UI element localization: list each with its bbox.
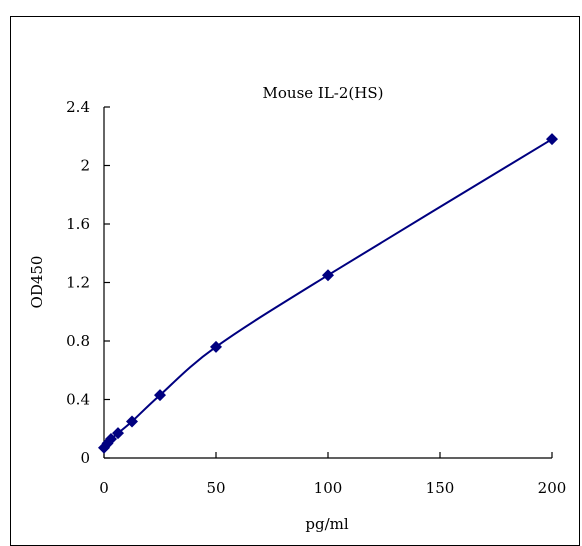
y-tick-label: 1.2 [66, 274, 90, 292]
y-tick-label: 1.6 [66, 215, 90, 233]
data-point-marker [322, 269, 334, 282]
data-point-marker [546, 133, 558, 146]
y-tick-label: 0 [80, 449, 90, 467]
data-point-marker [126, 415, 138, 428]
x-tick-label: 100 [314, 479, 343, 497]
x-axis-label: pg/ml [305, 515, 348, 533]
y-tick-label: 2.4 [66, 98, 90, 116]
data-point-marker [112, 427, 124, 440]
x-tick-label: 50 [206, 479, 225, 497]
y-tick-label: 0.4 [66, 391, 90, 409]
y-axis-label: OD450 [28, 256, 46, 309]
data-point-marker [210, 340, 222, 353]
data-point-marker [154, 389, 166, 402]
series-line [103, 138, 553, 449]
axis-ticks: 0 0.4 0.8 1.2 1.6 2 2.4 0 50 100 150 200 [66, 98, 566, 497]
x-tick-label: 150 [426, 479, 455, 497]
chart-title: Mouse IL-2(HS) [263, 84, 384, 102]
x-tick-label: 0 [99, 479, 109, 497]
y-tick-label: 2 [80, 157, 90, 175]
x-tick-label: 200 [538, 479, 567, 497]
y-tick-label: 0.8 [66, 332, 90, 350]
data-point-marker [105, 432, 118, 445]
plot-area [98, 133, 558, 454]
